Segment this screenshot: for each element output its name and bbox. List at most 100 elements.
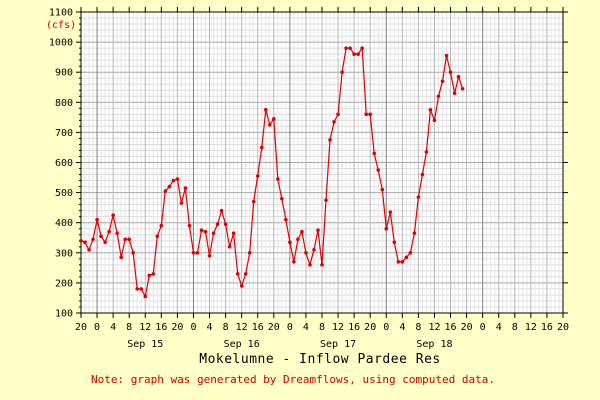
- x-tick-label: 12: [332, 322, 344, 333]
- x-tick-label: 4: [207, 322, 213, 333]
- x-tick-label: 12: [236, 322, 248, 333]
- data-point: [316, 228, 320, 233]
- data-point: [368, 112, 373, 117]
- data-point: [356, 52, 360, 56]
- x-tick-label: 20: [171, 322, 183, 333]
- data-point: [147, 273, 152, 278]
- y-tick-label: 500: [55, 188, 73, 199]
- data-point: [436, 94, 441, 99]
- data-point: [255, 174, 260, 178]
- x-tick-label: 20: [461, 322, 473, 333]
- data-point: [223, 222, 228, 227]
- y-tick-label: 100: [55, 309, 73, 320]
- data-point: [412, 231, 417, 236]
- data-point: [231, 231, 236, 236]
- data-point: [388, 210, 393, 214]
- data-point: [332, 120, 336, 124]
- x-tick-label: 4: [399, 322, 405, 333]
- data-point: [392, 240, 397, 245]
- y-tick-label: 1000: [49, 38, 73, 49]
- data-point: [340, 70, 344, 74]
- data-point: [195, 251, 200, 255]
- data-point: [456, 74, 461, 79]
- data-point: [276, 177, 280, 181]
- data-point: [239, 284, 244, 288]
- x-tick-label: 16: [541, 322, 553, 333]
- x-tick-label: 20: [268, 322, 280, 333]
- data-point: [143, 294, 148, 299]
- data-point: [408, 251, 413, 255]
- data-point: [103, 240, 107, 245]
- x-tick-label: 8: [319, 322, 325, 333]
- x-tick-label: 0: [287, 322, 293, 333]
- data-point: [376, 168, 381, 172]
- x-tick-label: 16: [252, 322, 264, 333]
- data-point: [284, 217, 288, 222]
- y-tick-label: 200: [55, 278, 73, 289]
- data-point: [119, 255, 123, 260]
- data-point: [396, 260, 401, 264]
- data-point: [352, 52, 356, 56]
- series-layer: [79, 46, 465, 299]
- data-point: [95, 217, 99, 222]
- data-point: [432, 118, 437, 123]
- data-point: [404, 255, 409, 260]
- data-point: [324, 198, 328, 202]
- data-point: [424, 150, 429, 154]
- data-point: [91, 237, 95, 242]
- y-tick-label: 900: [55, 68, 73, 79]
- data-point: [288, 240, 292, 245]
- data-point: [267, 123, 272, 127]
- data-point: [247, 251, 252, 255]
- x-tick-label: 12: [428, 322, 440, 333]
- data-point: [292, 260, 296, 264]
- data-point: [159, 223, 164, 228]
- x-tick-label: 8: [126, 322, 132, 333]
- data-point: [452, 91, 457, 96]
- data-point: [87, 247, 91, 252]
- data-point: [280, 196, 284, 201]
- data-point: [308, 263, 312, 267]
- data-point: [320, 263, 324, 267]
- data-point: [448, 70, 453, 74]
- data-point: [111, 213, 115, 217]
- data-point: [312, 247, 316, 252]
- y-tick-label: 600: [55, 158, 73, 169]
- data-point: [207, 254, 212, 258]
- x-tick-label: 16: [348, 322, 360, 333]
- data-point: [123, 237, 127, 242]
- x-date-label: Sep 15: [127, 339, 163, 350]
- data-point: [440, 79, 445, 84]
- x-tick-label: 4: [110, 322, 116, 333]
- x-tick-label: 8: [415, 322, 421, 333]
- x-tick-label: 0: [480, 322, 486, 333]
- data-point: [187, 223, 192, 228]
- data-point: [251, 199, 256, 204]
- data-point: [364, 112, 368, 117]
- data-point: [199, 228, 204, 233]
- x-axis: 20 0 4 8 12 16 20 0 4 8 12 16 20 0 4 8 12 16 20 0 4 8 12 16 20 0 4…: [75, 7, 569, 350]
- x-tick-label: 0: [190, 322, 196, 333]
- data-point: [272, 117, 276, 121]
- data-point: [372, 151, 377, 156]
- x-tick-label: 12: [139, 322, 151, 333]
- data-point: [171, 178, 176, 183]
- y-axis-unit-label: (cfs): [46, 20, 76, 31]
- data-point: [360, 46, 364, 50]
- x-tick-label: 8: [223, 322, 229, 333]
- y-tick-label: 400: [55, 218, 73, 229]
- data-point: [219, 208, 224, 213]
- data-point: [139, 287, 144, 291]
- data-point: [83, 240, 87, 245]
- data-point: [151, 272, 156, 276]
- data-point: [304, 251, 308, 255]
- x-tick-label: 12: [525, 322, 537, 333]
- x-date-label: Sep 17: [320, 339, 356, 350]
- x-tick-label: 4: [496, 322, 502, 333]
- data-point: [211, 231, 216, 236]
- data-point: [235, 272, 240, 276]
- data-point: [444, 53, 449, 58]
- y-tick-label: 700: [55, 128, 73, 139]
